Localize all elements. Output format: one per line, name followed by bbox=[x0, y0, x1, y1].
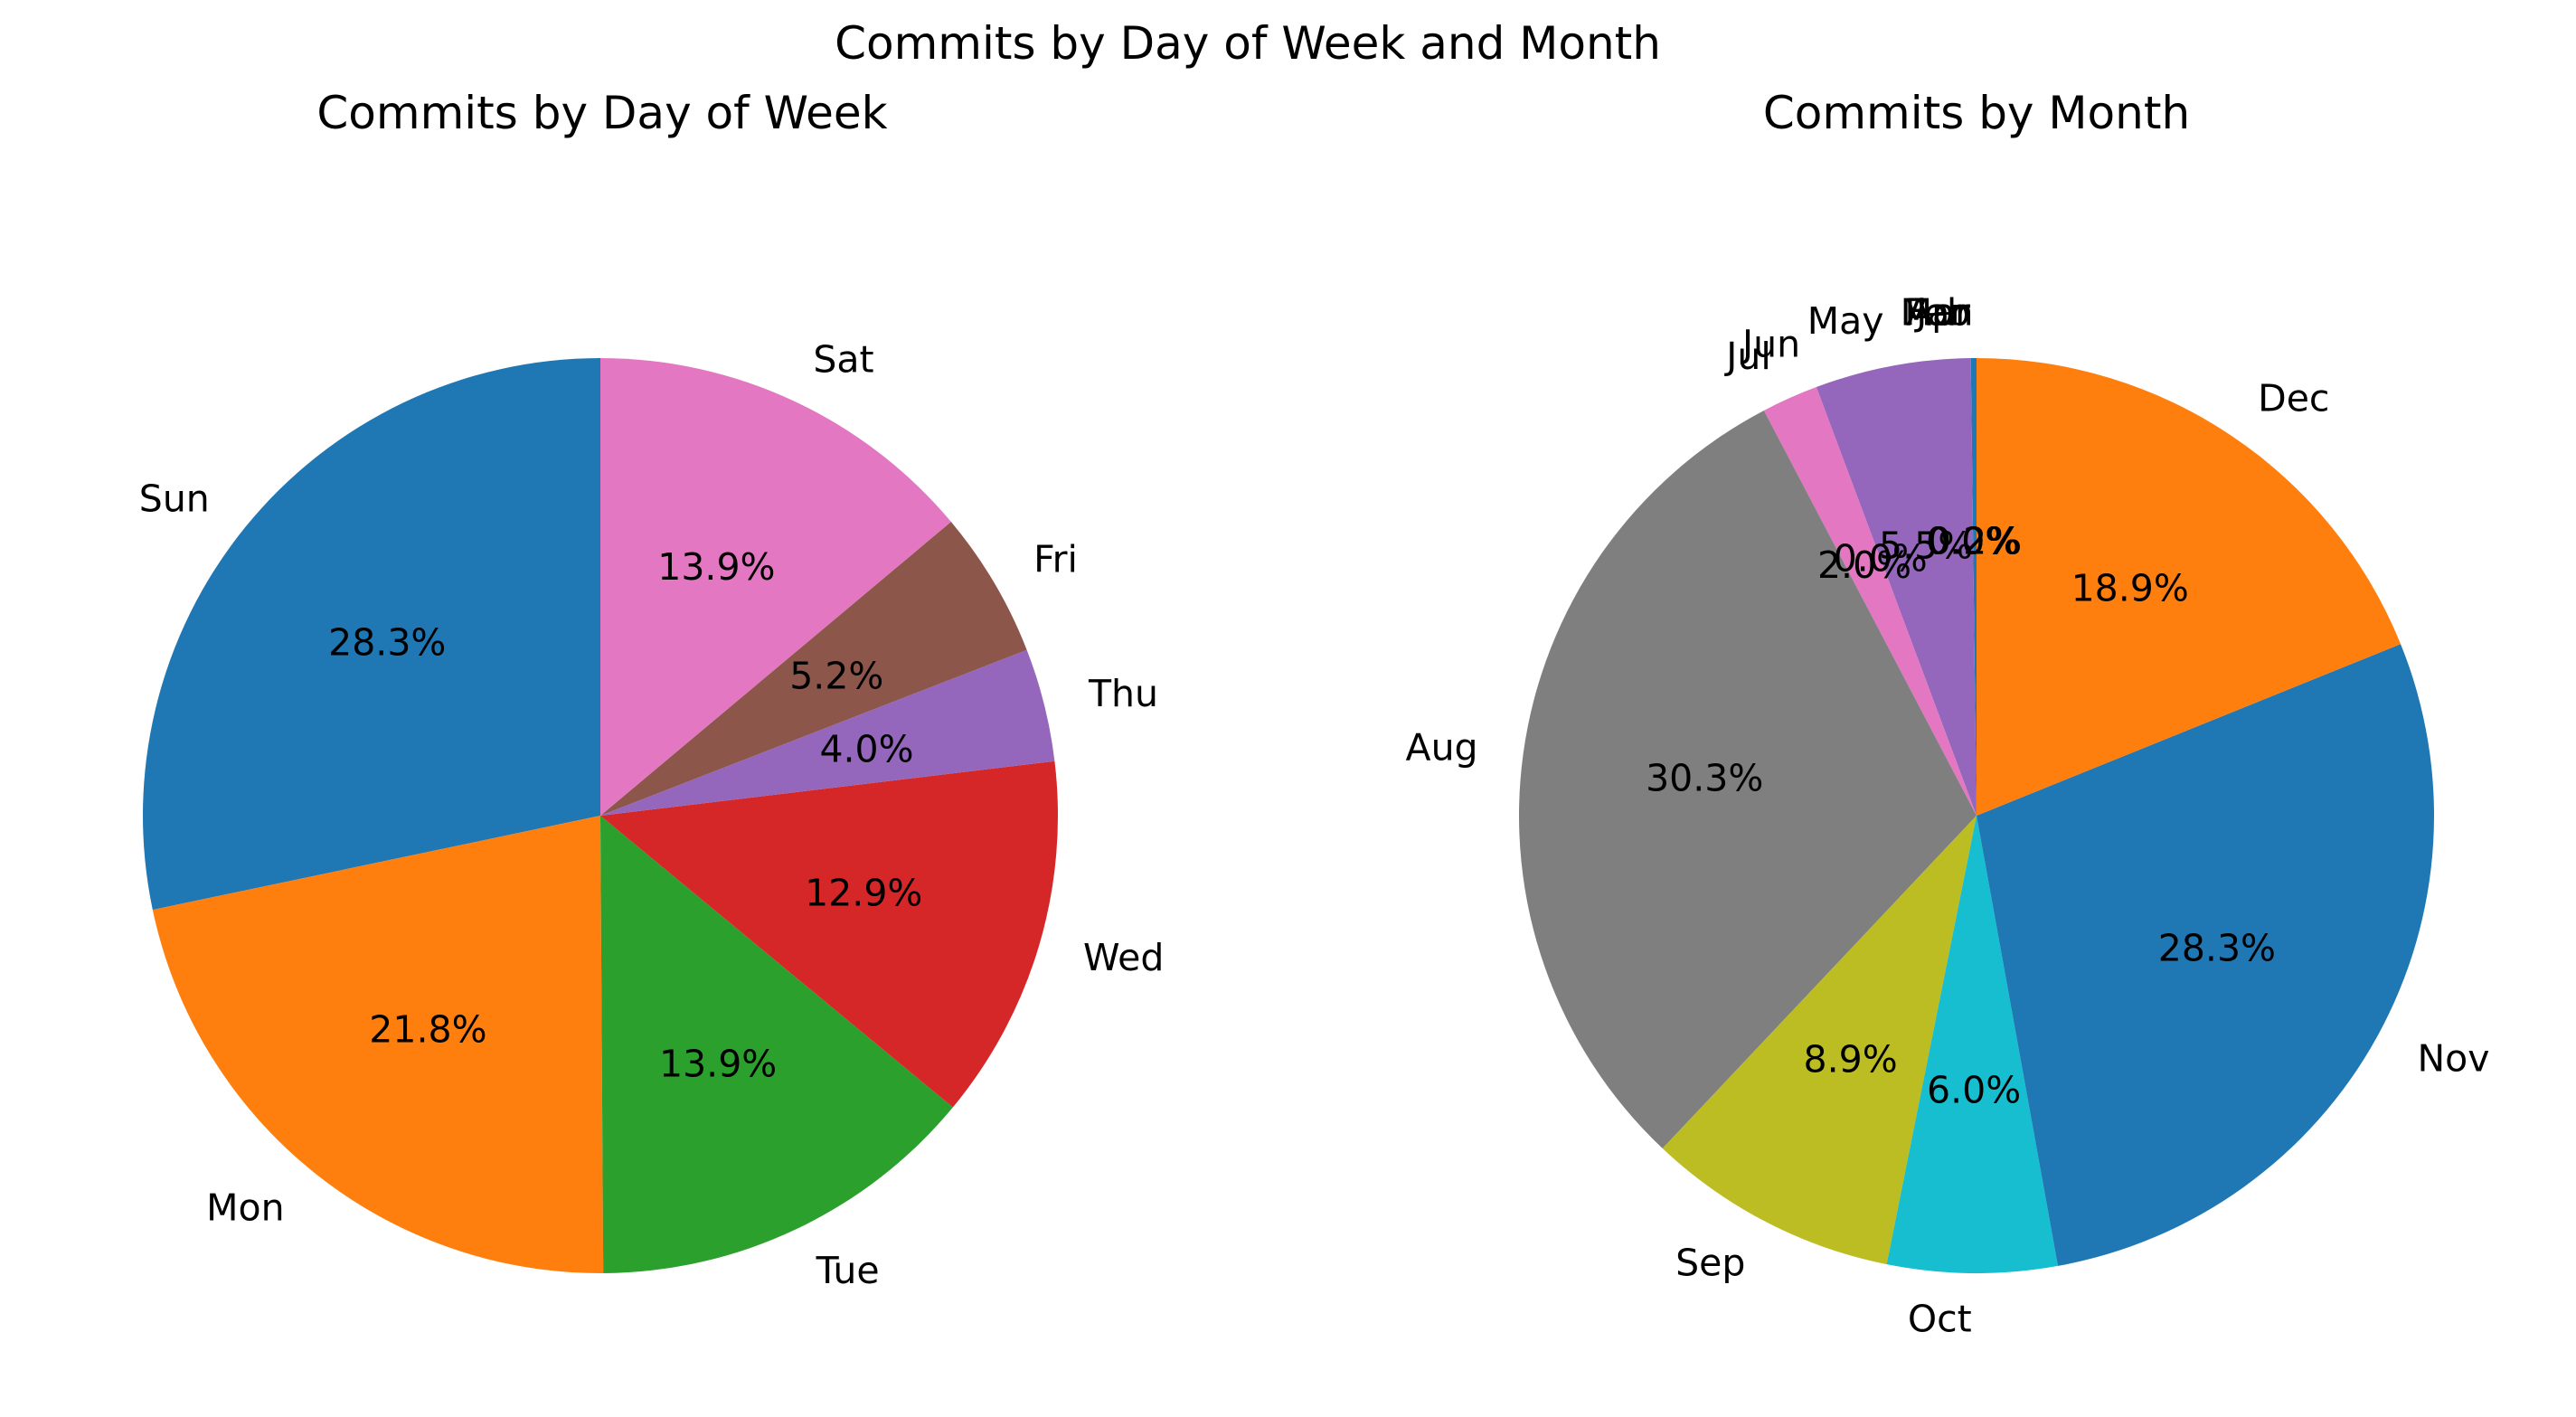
pie-month: Commits by Month Jan 0.2% Feb 0.0% Mar 0.0% Ap… bbox=[1406, 87, 2490, 1341]
slice-label-tue: Tue bbox=[816, 1249, 880, 1292]
slice-label-may: May bbox=[1807, 299, 1884, 343]
pie-month-wedges: Jan0.2%Feb0.0%Mar0.0%Apr0.0%May5.5%Jun0.… bbox=[1406, 290, 2490, 1340]
slice-label-jan: Jan bbox=[1913, 290, 1973, 334]
figure-suptitle: Commits by Day of Week and Month bbox=[835, 17, 1661, 70]
slice-pct-thu: 4.0% bbox=[819, 727, 913, 770]
slice-pct-mar: 0.0% bbox=[1926, 519, 2020, 562]
pie-day-of-week-wedges: Sun 28.3% Mon 21.8% Tue 13.9% Wed 12.9% Thu 4.0% F… bbox=[139, 338, 1165, 1292]
pie-slice-sep bbox=[1662, 816, 1977, 1265]
slice-label-mon: Mon bbox=[206, 1186, 284, 1229]
slice-pct-wed: 12.9% bbox=[805, 872, 922, 915]
pie-slice-mon bbox=[152, 816, 604, 1273]
pie-slice-may bbox=[1816, 358, 1977, 816]
slice-label-feb: Feb bbox=[1904, 290, 1970, 334]
slice-pct-tue: 13.9% bbox=[659, 1042, 777, 1085]
slice-label-thu: Thu bbox=[1088, 672, 1158, 715]
slice-label-nov: Nov bbox=[2417, 1037, 2489, 1081]
pie-slice-fri bbox=[600, 522, 1027, 816]
slice-label-jun: Jun bbox=[1740, 323, 1800, 366]
pie-slice-jul bbox=[1763, 387, 1977, 816]
slice-label-sun: Sun bbox=[139, 477, 210, 520]
pie-slice-tue bbox=[600, 816, 953, 1273]
slice-pct-mon: 21.8% bbox=[369, 1007, 486, 1051]
slice-label-apr: Apr bbox=[1906, 290, 1970, 334]
slice-pct-apr: 0.0% bbox=[1926, 519, 2020, 562]
slice-label-mar: Mar bbox=[1901, 290, 1970, 334]
slice-label-sat: Sat bbox=[813, 338, 873, 382]
slice-pct-oct: 6.0% bbox=[1927, 1069, 2021, 1112]
slice-pct-may: 5.5% bbox=[1879, 524, 1973, 568]
pie-slice-aug bbox=[1518, 410, 1977, 1149]
slice-label-wed: Wed bbox=[1083, 936, 1164, 979]
pie-slice-thu bbox=[600, 649, 1055, 816]
slice-pct-feb: 0.0% bbox=[1926, 519, 2020, 562]
slice-pct-jan: 0.2% bbox=[1928, 519, 2022, 562]
slice-pct-sep: 8.9% bbox=[1804, 1038, 1898, 1082]
slice-pct-sun: 28.3% bbox=[328, 621, 446, 665]
slice-label-dec: Dec bbox=[2258, 376, 2329, 420]
slice-pct-aug: 30.3% bbox=[1646, 757, 1763, 800]
slice-label-sep: Sep bbox=[1675, 1241, 1745, 1284]
pie-slice-sun bbox=[142, 358, 601, 911]
pie-slice-jan bbox=[1970, 358, 1977, 816]
pie-slice-dec bbox=[1977, 358, 2401, 816]
pie-day-of-week: Commits by Day of Week Sun 28.3% Mon 21.8% T… bbox=[139, 87, 1165, 1292]
pie-slice-wed bbox=[600, 760, 1059, 1108]
slice-label-jul: Jul bbox=[1723, 335, 1770, 378]
slice-pct-jul: 2.0% bbox=[1817, 543, 1911, 587]
slice-label-fri: Fri bbox=[1033, 538, 1078, 581]
pie-day-of-week-title: Commits by Day of Week bbox=[316, 87, 887, 139]
slice-pct-dec: 18.9% bbox=[2071, 566, 2189, 609]
pie-slice-oct bbox=[1886, 816, 2059, 1273]
pie-slice-sat bbox=[600, 358, 951, 816]
slice-label-aug: Aug bbox=[1406, 725, 1478, 769]
pie-month-title: Commits by Month bbox=[1763, 87, 2190, 139]
slice-pct-nov: 28.3% bbox=[2158, 927, 2276, 970]
slice-pct-fri: 5.2% bbox=[789, 654, 883, 697]
slice-label-oct: Oct bbox=[1908, 1298, 1972, 1341]
slice-pct-sat: 13.9% bbox=[657, 545, 775, 589]
pie-slice-nov bbox=[1977, 644, 2434, 1266]
slice-pct-jun: 0.0% bbox=[1834, 537, 1928, 581]
